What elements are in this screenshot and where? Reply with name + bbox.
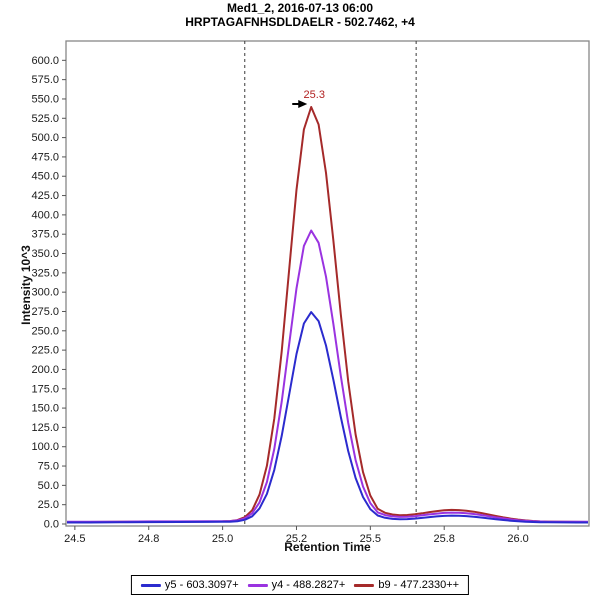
peak-rt-annotation: 25.3 bbox=[304, 89, 325, 101]
y-tick-label: 150.0 bbox=[31, 403, 59, 415]
y-tick-label: 600.0 bbox=[31, 55, 59, 67]
y-tick-label: 425.0 bbox=[31, 190, 59, 202]
legend-line-swatch bbox=[140, 583, 161, 587]
y-tick-label: 400.0 bbox=[31, 209, 59, 221]
chart-titles: Med1_2, 2016-07-13 06:00 HRPTAGAFNHSDLDA… bbox=[0, 1, 600, 29]
legend-label: y5 - 603.3097+ bbox=[164, 579, 239, 591]
y-tick-label: 25.0 bbox=[38, 499, 59, 511]
y-tick-label: 325.0 bbox=[31, 267, 59, 279]
legend-label: y4 - 488.2827+ bbox=[271, 579, 346, 591]
y-tick-label: 550.0 bbox=[31, 93, 59, 105]
legend-line-swatch bbox=[247, 583, 268, 587]
trace-y4[interactable] bbox=[60, 229, 592, 523]
trace-b9[interactable] bbox=[60, 106, 592, 523]
y-tick-label: 525.0 bbox=[31, 113, 59, 125]
y-tick-label: 500.0 bbox=[31, 132, 59, 144]
y-tick-label: 450.0 bbox=[31, 171, 59, 183]
x-tick-label: 25.0 bbox=[212, 533, 233, 545]
y-tick-label: 75.0 bbox=[38, 461, 59, 473]
peak-arrow-icon bbox=[298, 99, 308, 108]
legend-item-b9: b9 - 477.2330++ bbox=[354, 579, 459, 591]
legend-item-y5: y5 - 603.3097+ bbox=[140, 579, 239, 591]
y-tick-label: 225.0 bbox=[31, 345, 59, 357]
y-tick-label: 300.0 bbox=[31, 287, 59, 299]
x-tick-label: 25.2 bbox=[286, 533, 307, 545]
chart-title-replicate: Med1_2, 2016-07-13 06:00 bbox=[226, 1, 374, 15]
y-tick-label: 0.0 bbox=[44, 519, 59, 531]
legend: y5 - 603.3097+ y4 - 488.2827+ b9 - 477.233… bbox=[130, 575, 470, 595]
y-tick-label: 200.0 bbox=[31, 364, 59, 376]
y-tick-label: 250.0 bbox=[31, 325, 59, 337]
trace-y5[interactable] bbox=[60, 311, 592, 524]
y-tick-label: 275.0 bbox=[31, 306, 59, 318]
legend-line-swatch bbox=[354, 583, 375, 587]
x-tick-label: 24.8 bbox=[138, 533, 159, 545]
x-tick-label: 25.8 bbox=[434, 533, 455, 545]
y-tick-label: 475.0 bbox=[31, 151, 59, 163]
x-tick-label: 26.0 bbox=[507, 533, 528, 545]
legend-item-y4: y4 - 488.2827+ bbox=[247, 579, 346, 591]
y-tick-label: 375.0 bbox=[31, 229, 59, 241]
legend-label: b9 - 477.2330++ bbox=[378, 579, 460, 591]
chart-title-peptide: HRPTAGAFNHSDLDAELR - 502.7462, +4 bbox=[185, 15, 415, 29]
y-tick-label: 575.0 bbox=[31, 74, 59, 86]
y-tick-label: 175.0 bbox=[31, 383, 59, 395]
y-tick-label: 350.0 bbox=[31, 248, 59, 260]
peak-arrow-tail bbox=[292, 102, 300, 105]
x-axis-title: Retention Time bbox=[284, 540, 371, 554]
x-tick-label: 24.5 bbox=[64, 533, 85, 545]
x-tick-label: 25.5 bbox=[360, 533, 381, 545]
plot-border bbox=[65, 40, 590, 527]
y-tick-label: 125.0 bbox=[31, 422, 59, 434]
y-tick-label: 50.0 bbox=[38, 480, 59, 492]
y-tick-label: 100.0 bbox=[31, 441, 59, 453]
